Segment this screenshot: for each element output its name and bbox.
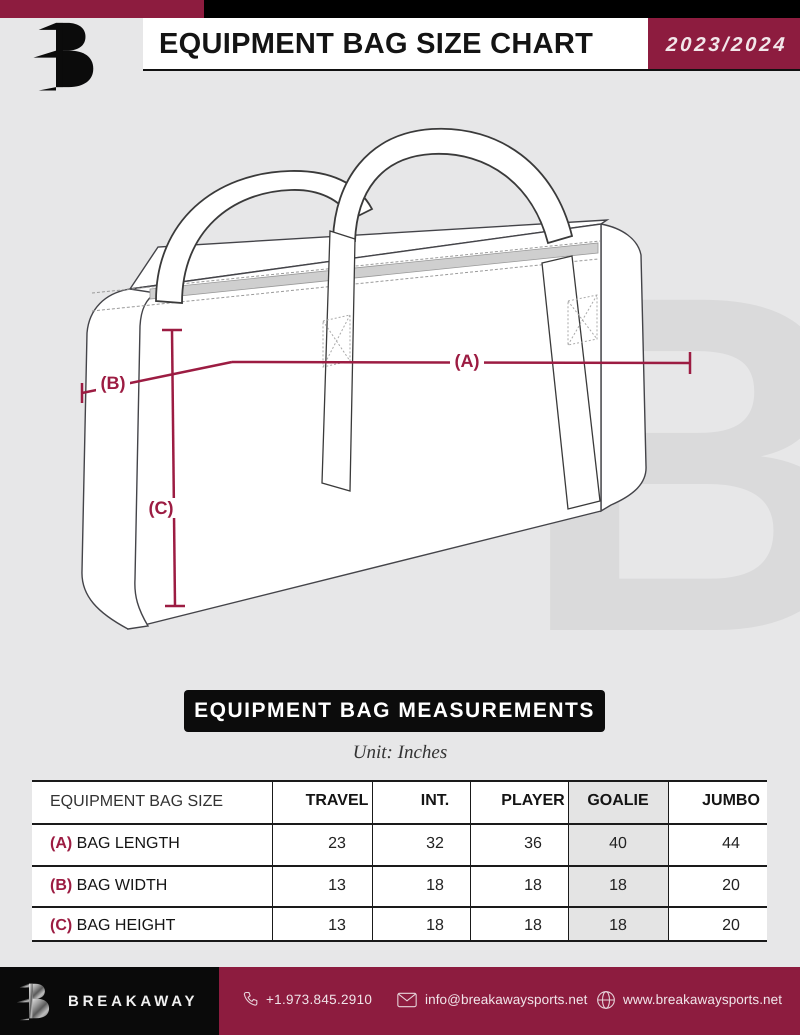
svg-text:(B): (B) [101,373,126,393]
svg-text:(A): (A) [455,351,480,371]
svg-text:(C): (C) [149,498,174,518]
